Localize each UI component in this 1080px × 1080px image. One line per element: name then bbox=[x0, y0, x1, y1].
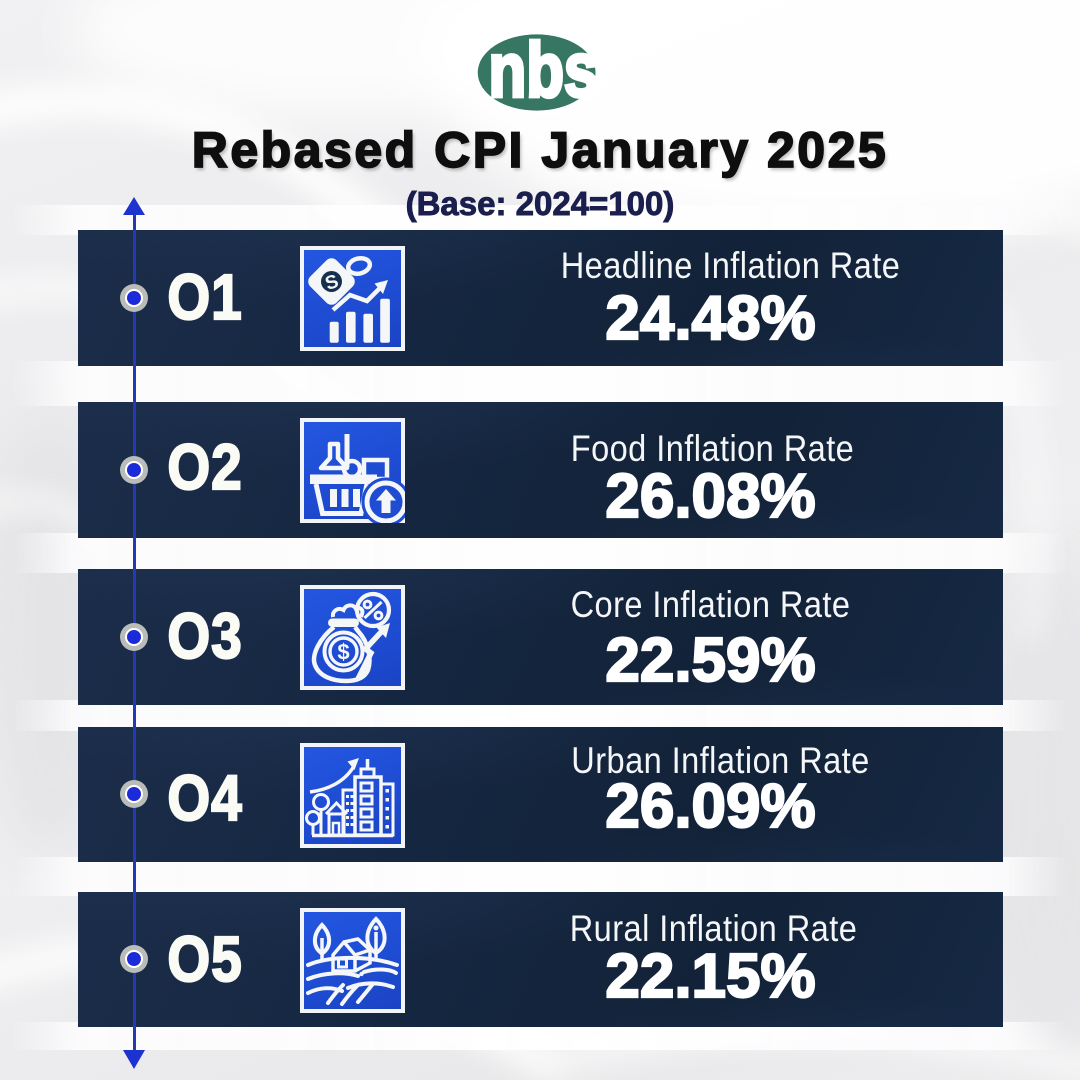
svg-text:S: S bbox=[323, 271, 342, 295]
svg-text:nbs: nbs bbox=[488, 28, 598, 113]
svg-text:$: $ bbox=[337, 640, 349, 665]
